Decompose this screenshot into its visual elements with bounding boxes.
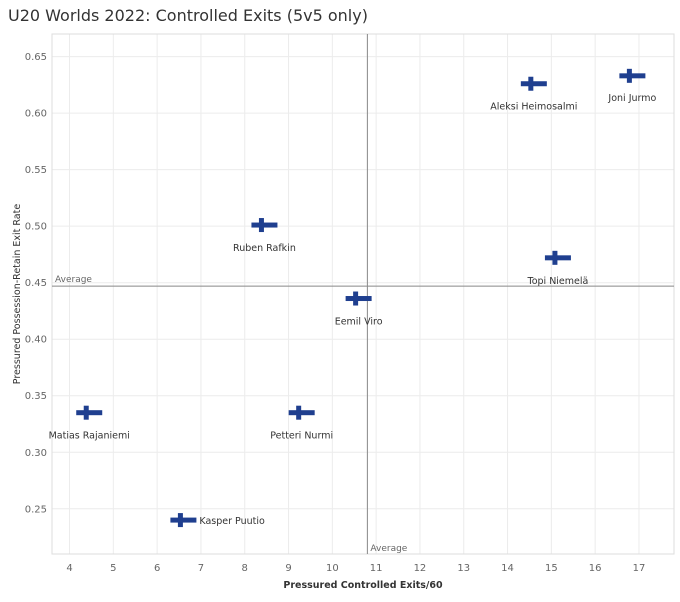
x-tick-label: 11 (370, 563, 383, 574)
grid-layer (52, 34, 674, 554)
data-point[interactable] (345, 291, 372, 306)
x-tick-label: 6 (154, 563, 160, 574)
chart-title: U20 Worlds 2022: Controlled Exits (5v5 o… (8, 6, 368, 25)
data-point[interactable] (288, 405, 315, 420)
y-tick-label: 0.30 (25, 448, 47, 459)
point-label: Joni Jurmo (607, 93, 656, 104)
point-label: Matias Rajaniemi (49, 431, 130, 442)
point-label: Petteri Nurmi (270, 431, 333, 442)
data-point[interactable] (544, 250, 571, 265)
flag-cross-horizontal (619, 73, 646, 79)
y-tick-label: 0.65 (25, 52, 47, 63)
point-label: Ruben Rafkin (233, 243, 296, 254)
flag-cross-vertical (258, 218, 264, 233)
flag-cross-vertical (528, 76, 534, 91)
data-point[interactable] (520, 76, 547, 91)
x-tick-label: 17 (633, 563, 646, 574)
point-label: Kasper Puutio (199, 516, 265, 527)
flag-cross-horizontal (170, 517, 197, 523)
point-label: Eemil Viro (335, 317, 383, 328)
flag-cross-vertical (626, 68, 632, 83)
x-average-label: Average (370, 544, 407, 554)
x-tick-label: 13 (457, 563, 470, 574)
y-tick-label: 0.45 (25, 278, 47, 289)
x-tick-label: 16 (589, 563, 602, 574)
x-tick-label: 9 (285, 563, 291, 574)
y-axis-title: Pressured Possession-Retain Exit Rate (12, 204, 23, 385)
flag-cross-horizontal (251, 222, 278, 228)
flag-cross-vertical (353, 291, 359, 306)
y-tick-label: 0.55 (25, 165, 47, 176)
flag-cross-vertical (83, 405, 89, 420)
data-point[interactable] (170, 513, 197, 528)
flag-cross-horizontal (544, 255, 571, 261)
axis-ticks: 4 5 6 7 8 9 10 11 12 13 14 15 16 17 0.25 0.30 0.35 0.40 0.… (25, 52, 646, 574)
y-tick-label: 0.25 (25, 504, 47, 515)
x-tick-label: 15 (545, 563, 558, 574)
x-tick-label: 12 (414, 563, 427, 574)
flag-cross-horizontal (76, 410, 103, 416)
flag-cross-horizontal (345, 296, 372, 302)
data-points: Aleksi Heimosalmi Joni Jurmo Ruben Rafkin T… (49, 68, 657, 528)
y-tick-label: 0.50 (25, 222, 47, 233)
reference-lines: Average Average (52, 34, 674, 554)
flag-cross-vertical (177, 513, 183, 528)
flag-cross-vertical (296, 405, 302, 420)
y-tick-label: 0.40 (25, 335, 47, 346)
x-tick-label: 14 (501, 563, 514, 574)
x-tick-label: 10 (326, 563, 339, 574)
flag-cross-horizontal (520, 81, 547, 87)
plot-area (51, 33, 675, 555)
y-average-label: Average (55, 275, 92, 285)
data-point[interactable] (251, 218, 278, 233)
flag-cross-horizontal (288, 410, 315, 416)
data-point[interactable] (619, 68, 646, 83)
x-tick-label: 7 (198, 563, 204, 574)
y-tick-label: 0.35 (25, 391, 47, 402)
point-label: Aleksi Heimosalmi (490, 102, 577, 113)
data-point[interactable] (76, 405, 103, 420)
x-tick-label: 5 (110, 563, 116, 574)
point-label: Topi Niemelä (527, 276, 589, 287)
y-tick-label: 0.60 (25, 109, 47, 120)
flag-cross-vertical (552, 250, 558, 265)
x-axis-title: Pressured Controlled Exits/60 (283, 580, 443, 591)
x-tick-label: 8 (242, 563, 248, 574)
x-tick-label: 4 (66, 563, 72, 574)
